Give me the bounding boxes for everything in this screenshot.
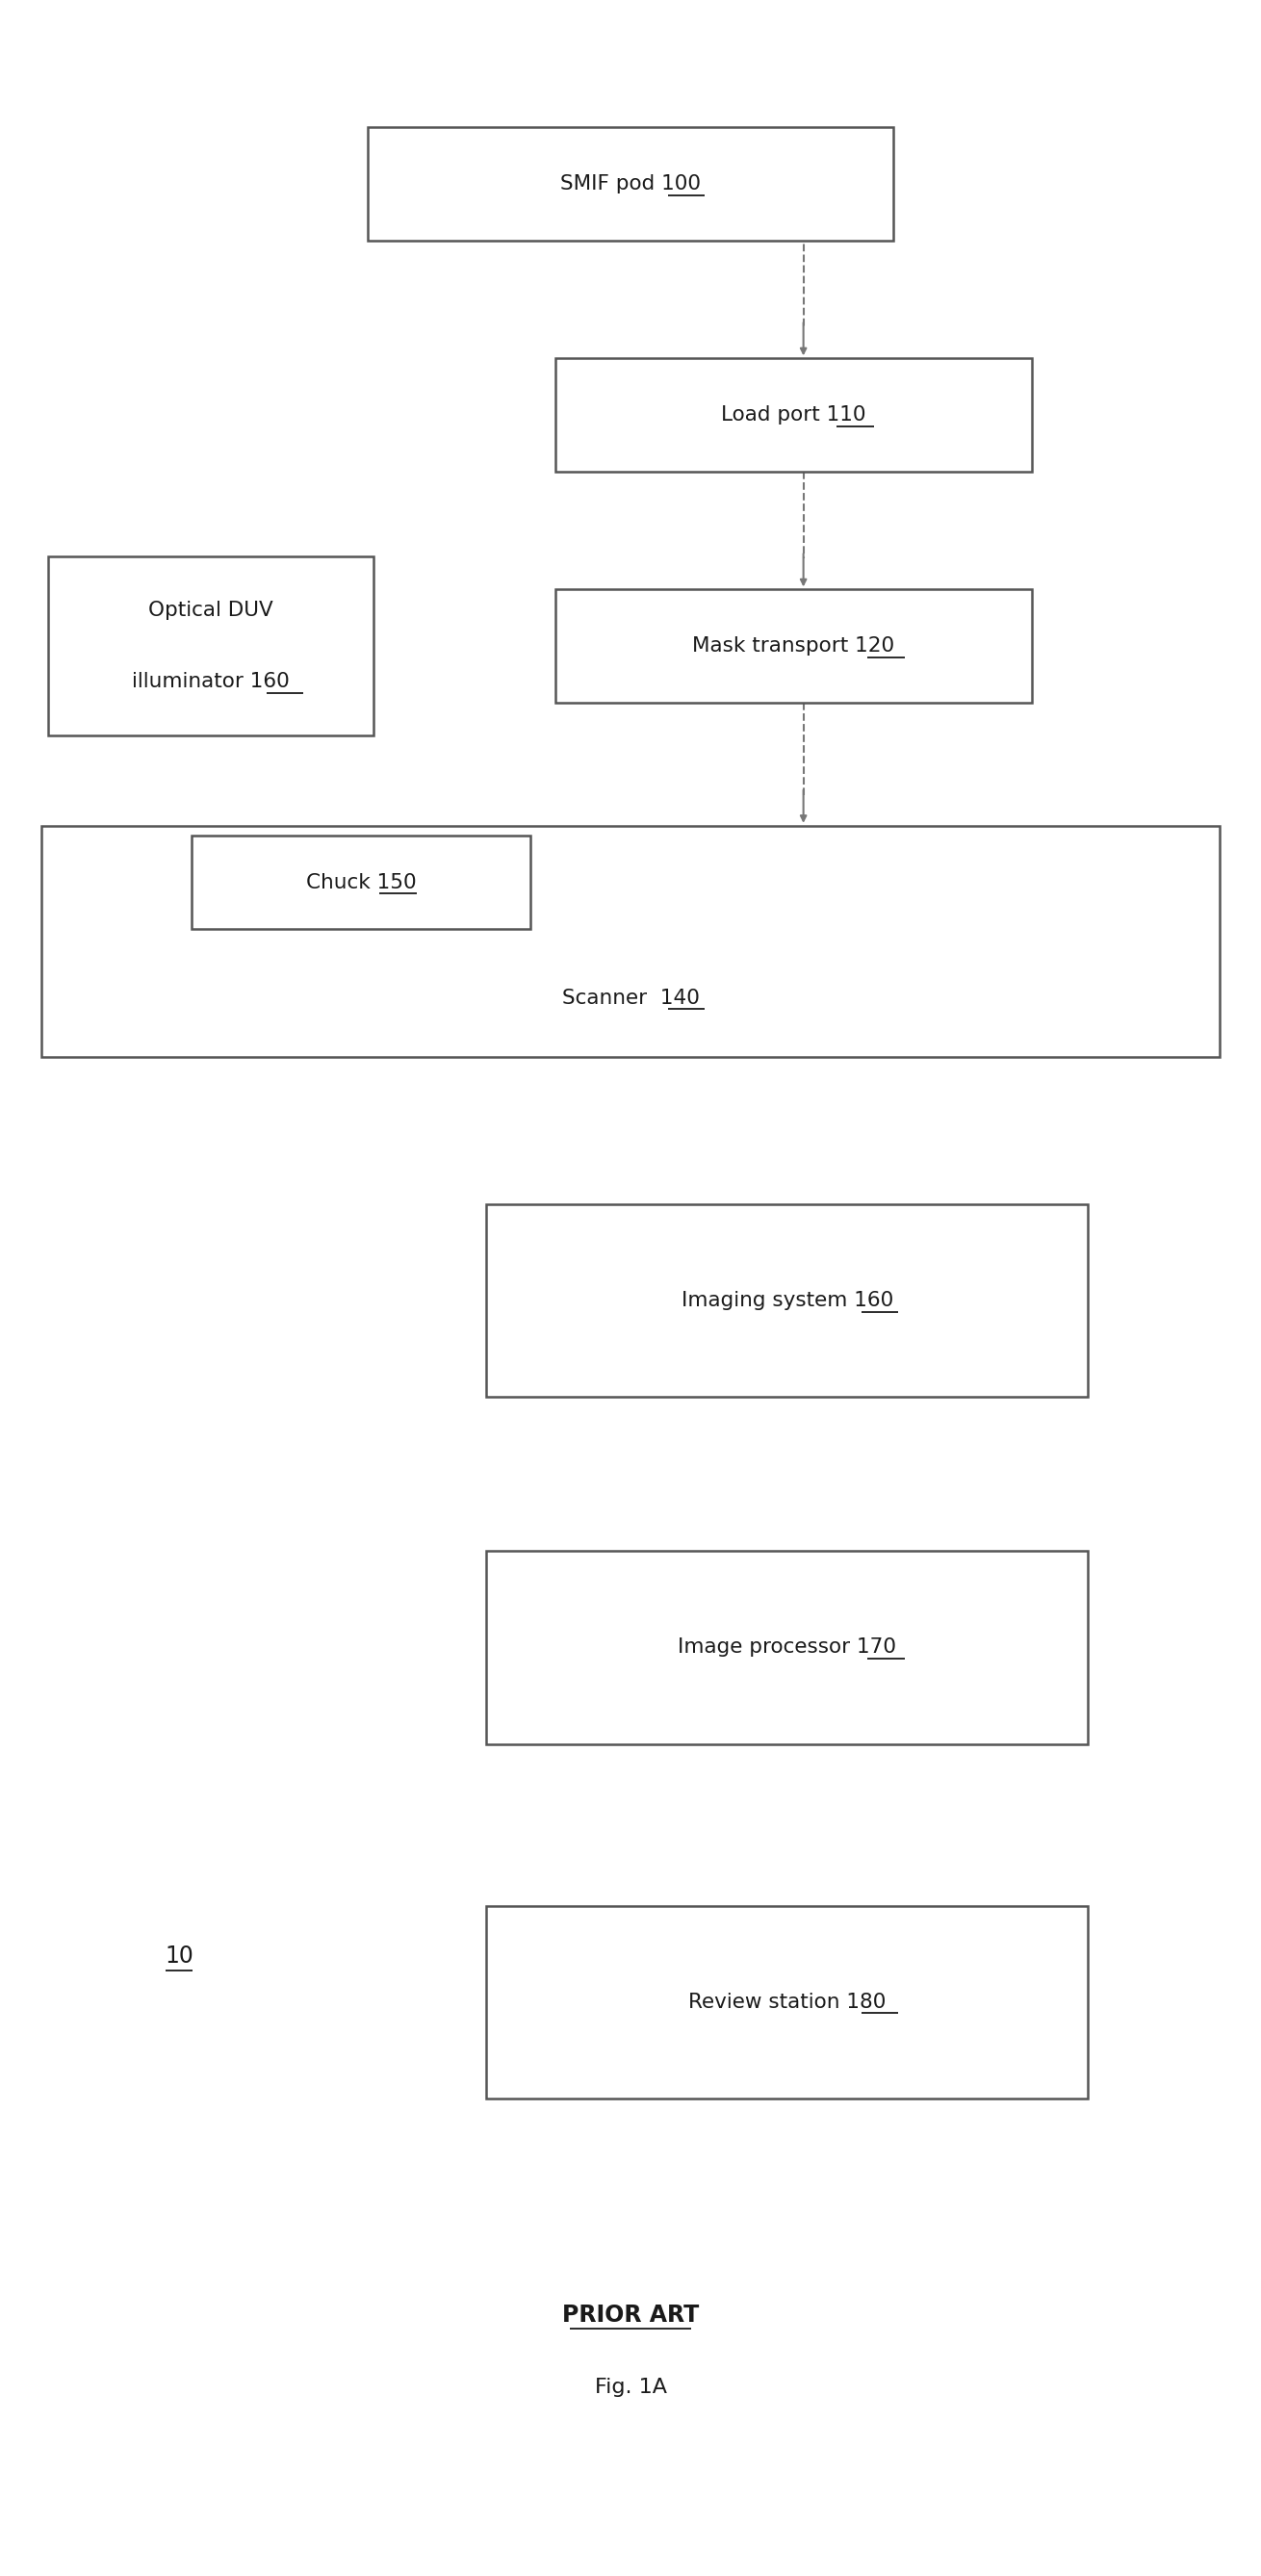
Bar bbox=[555, 590, 1031, 703]
Text: Image processor 170: Image processor 170 bbox=[678, 1638, 897, 1656]
Text: SMIF pod 100: SMIF pod 100 bbox=[560, 175, 701, 193]
Text: Optical DUV: Optical DUV bbox=[149, 600, 274, 621]
Bar bbox=[192, 837, 531, 927]
Text: Chuck 150: Chuck 150 bbox=[306, 873, 416, 891]
Bar bbox=[555, 358, 1031, 471]
Bar bbox=[487, 1551, 1088, 1744]
Bar bbox=[487, 1906, 1088, 2099]
Text: PRIOR ART: PRIOR ART bbox=[562, 2303, 699, 2326]
Text: illuminator 160: illuminator 160 bbox=[132, 672, 290, 690]
Bar bbox=[367, 126, 894, 240]
Bar bbox=[42, 827, 1219, 1056]
Bar bbox=[487, 1206, 1088, 1396]
Text: Scanner  140: Scanner 140 bbox=[561, 989, 700, 1007]
Text: 10: 10 bbox=[165, 1945, 194, 1968]
Text: Fig. 1A: Fig. 1A bbox=[594, 2378, 667, 2396]
Text: Imaging system 160: Imaging system 160 bbox=[681, 1291, 893, 1311]
Text: Review station 180: Review station 180 bbox=[689, 1991, 886, 2012]
Bar bbox=[48, 556, 373, 737]
Text: Mask transport 120: Mask transport 120 bbox=[692, 636, 894, 657]
Text: Load port 110: Load port 110 bbox=[721, 404, 866, 425]
